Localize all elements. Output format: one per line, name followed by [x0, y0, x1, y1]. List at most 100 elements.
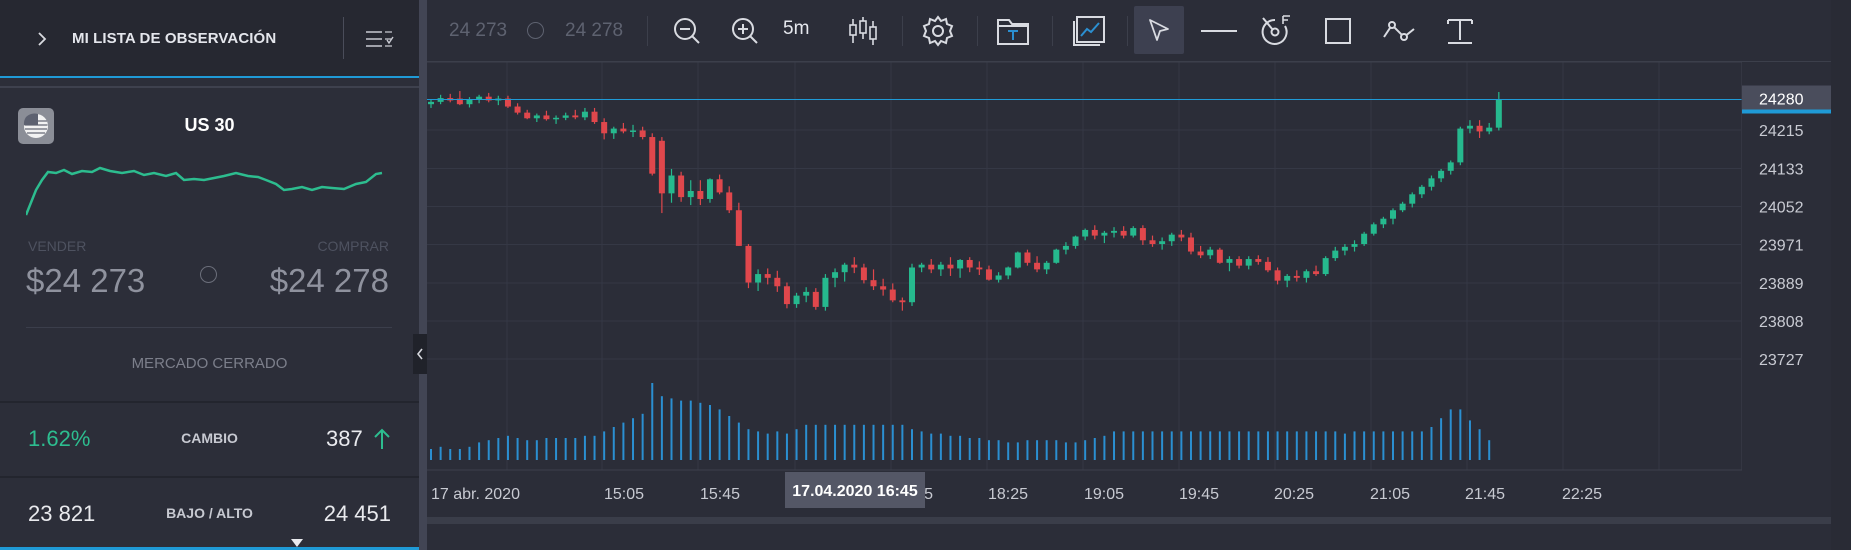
candle-body: [1005, 267, 1012, 276]
volume-bar: [1103, 435, 1106, 460]
arrow-up-icon: [374, 428, 390, 449]
candle-body: [1024, 252, 1031, 263]
zoom-out-button[interactable]: [665, 9, 709, 53]
price-tick-label: 23727: [1759, 352, 1804, 369]
volume-bar: [1161, 431, 1164, 460]
candle-body: [1159, 241, 1166, 245]
candlestick-type-icon: [849, 17, 877, 45]
volume-bar: [1141, 431, 1144, 460]
volume-bar: [911, 429, 913, 460]
candle-body: [1168, 234, 1175, 242]
buy-price[interactable]: $24 278: [269, 262, 389, 299]
candle-body: [918, 264, 925, 268]
settings-button[interactable]: [916, 9, 960, 53]
volume-bar: [651, 383, 654, 460]
trend-line-tool[interactable]: [1377, 9, 1421, 53]
change-value: 387: [326, 426, 363, 451]
chart-scrollbar[interactable]: [427, 517, 1833, 524]
candle-body: [639, 130, 646, 138]
zoom-in-button[interactable]: [723, 9, 767, 53]
candle-body: [601, 122, 608, 134]
collapse-panel-button[interactable]: [413, 334, 427, 374]
candle-body: [1034, 262, 1041, 270]
candle-body: [1274, 270, 1281, 281]
time-tick-label: 19:45: [1179, 486, 1219, 503]
volume-bar: [574, 438, 577, 460]
volume-bar: [785, 433, 788, 460]
candle-body: [1245, 259, 1252, 266]
chevron-right-icon[interactable]: [30, 27, 54, 51]
volume-bar: [1007, 442, 1010, 460]
volume-bar: [1266, 431, 1269, 460]
volume-bar: [478, 442, 481, 460]
cursor-tool-button[interactable]: [1134, 6, 1184, 54]
candle-body: [1111, 230, 1118, 233]
volume-bar: [891, 424, 894, 460]
volume-bar: [1315, 431, 1318, 460]
text-tool-icon: [1447, 19, 1473, 44]
current-price-tag-underline: [1742, 109, 1832, 114]
candle-body: [947, 264, 954, 269]
candle-body: [985, 269, 992, 280]
candle-body: [1284, 275, 1291, 281]
text-tool[interactable]: [1438, 9, 1482, 53]
volume-bar: [776, 431, 779, 460]
indicators-button[interactable]: [1067, 9, 1111, 53]
volume-bar: [920, 431, 923, 460]
toolbar-buy-price[interactable]: 24 278: [565, 20, 624, 41]
volume-bar: [1122, 431, 1125, 460]
volume-bar: [1392, 431, 1394, 460]
volume-bar: [814, 424, 817, 460]
cursor-tool[interactable]: [1137, 9, 1181, 53]
volume-bar: [660, 396, 663, 460]
price-tick-label: 24133: [1759, 161, 1804, 178]
fibonacci-tool[interactable]: [1254, 9, 1298, 53]
header-accent-line: [0, 76, 419, 78]
volume-bar: [545, 438, 548, 460]
panel-splitter[interactable]: [419, 0, 427, 550]
candle-body: [1082, 229, 1089, 237]
candle-body: [774, 277, 781, 287]
candle-body: [995, 275, 1002, 280]
vertical-scrollbar[interactable]: [1831, 0, 1851, 550]
volume-bar: [1247, 431, 1250, 460]
volume-bar: [1382, 431, 1385, 460]
candle-body: [841, 264, 848, 273]
toolbar-sell-price[interactable]: 24 273: [449, 20, 508, 41]
sell-price[interactable]: $24 273: [26, 262, 146, 299]
buy-label: COMPRAR: [317, 238, 389, 254]
trend-line-icon: [1383, 21, 1415, 41]
volume-bars: [430, 383, 1491, 460]
candle-body: [514, 106, 521, 113]
instrument-name[interactable]: US 30: [184, 115, 235, 135]
sell-label: VENDER: [28, 238, 87, 254]
volume-bar: [959, 435, 962, 460]
price-tick-label: 24215: [1759, 123, 1804, 140]
price-chart[interactable]: 24215 24133 24052 23971 23889 23808 23727 24280…: [427, 62, 1851, 550]
candle-body: [1418, 186, 1425, 195]
volume-bar: [757, 431, 760, 460]
volume-bar: [1074, 442, 1077, 460]
candle-body: [1149, 240, 1156, 245]
candle-body: [1409, 194, 1416, 204]
list-menu-icon[interactable]: [364, 27, 396, 53]
volume-bar: [795, 429, 798, 460]
templates-button[interactable]: [991, 9, 1035, 53]
time-tick-label: 18:25: [988, 486, 1028, 503]
chart-type-button[interactable]: [841, 9, 885, 53]
candle-body: [524, 112, 531, 119]
time-tick-label: 15:45: [700, 486, 740, 503]
horizontal-line-tool[interactable]: [1197, 9, 1241, 53]
caret-down-icon[interactable]: [290, 538, 304, 548]
price-tick-label: 23808: [1759, 314, 1804, 331]
interval-selector[interactable]: 5m: [783, 18, 810, 39]
candle-body: [860, 267, 867, 281]
candlestick-chart-svg: 24215 24133 24052 23971 23889 23808 23727 24280…: [427, 62, 1832, 550]
candle-body: [456, 98, 463, 105]
horizontal-line-icon: [1201, 30, 1237, 32]
candle-body: [1130, 228, 1137, 236]
us-flag-icon: [18, 108, 54, 144]
watchlist-panel: MI LISTA DE OBSERVACIÓN US 30 VENDER COM…: [0, 0, 419, 550]
volume-bar: [564, 438, 567, 460]
rectangle-tool[interactable]: [1316, 9, 1360, 53]
